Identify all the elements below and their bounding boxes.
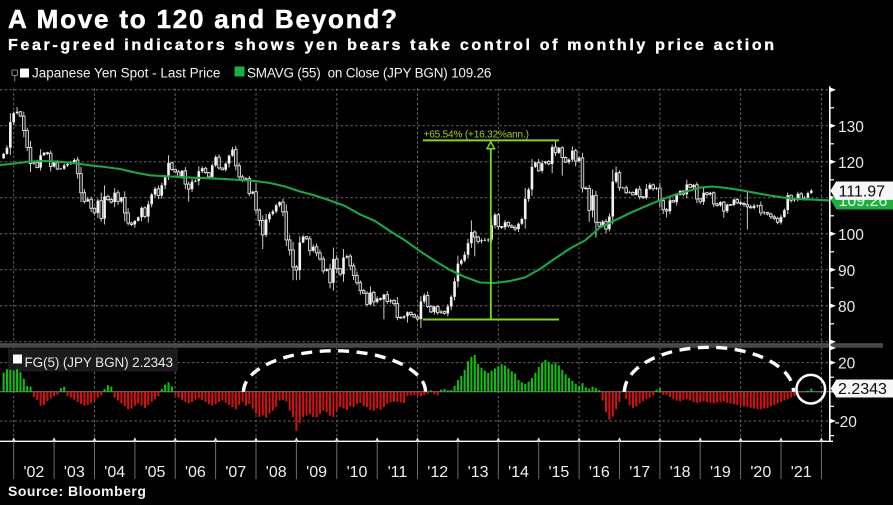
svg-text:'08: '08 xyxy=(266,464,287,481)
svg-text:'12: '12 xyxy=(427,464,448,481)
svg-text:'03: '03 xyxy=(64,464,85,481)
svg-text:-20: -20 xyxy=(835,414,858,431)
svg-text:111.97: 111.97 xyxy=(839,184,886,201)
svg-text:'19: '19 xyxy=(710,464,731,481)
svg-text:'17: '17 xyxy=(629,464,650,481)
svg-text:100: 100 xyxy=(838,227,864,244)
svg-text:80: 80 xyxy=(838,299,856,316)
svg-text:'09: '09 xyxy=(306,464,327,481)
svg-text:'06: '06 xyxy=(185,464,206,481)
svg-text:130: 130 xyxy=(838,119,864,136)
svg-text:'14: '14 xyxy=(508,464,529,481)
svg-text:SMAVG (55) on Close (JPY BGN): SMAVG (55) on Close (JPY BGN) 109.26 xyxy=(247,66,491,81)
svg-text:120: 120 xyxy=(838,155,864,172)
svg-text:'21: '21 xyxy=(791,464,812,481)
svg-text:90: 90 xyxy=(838,263,856,280)
svg-text:'07: '07 xyxy=(225,464,246,481)
svg-text:'16: '16 xyxy=(589,464,610,481)
svg-text:'02: '02 xyxy=(23,464,44,481)
svg-text:Japanese Yen Spot - Last Price: Japanese Yen Spot - Last Price xyxy=(32,66,220,81)
svg-text:A Move to 120 and Beyond?: A Move to 120 and Beyond? xyxy=(8,4,399,34)
svg-text:Fear-greed indicators shows ye: Fear-greed indicators shows yen bears ta… xyxy=(8,37,777,54)
svg-text:'11: '11 xyxy=(388,464,408,481)
svg-text:'15: '15 xyxy=(548,464,569,481)
svg-text:+65.54% (+16.32%ann.): +65.54% (+16.32%ann.) xyxy=(424,130,529,141)
svg-text:'20: '20 xyxy=(750,464,771,481)
svg-text:'13: '13 xyxy=(468,464,489,481)
svg-text:Source: Bloomberg: Source: Bloomberg xyxy=(8,483,146,499)
svg-text:'18: '18 xyxy=(670,464,691,481)
svg-text:'05: '05 xyxy=(145,464,166,481)
svg-text:2.2343: 2.2343 xyxy=(838,381,887,398)
svg-text:20: 20 xyxy=(838,356,856,373)
svg-text:'04: '04 xyxy=(104,464,125,481)
svg-text:FG(5) (JPY BGN) 2.2343: FG(5) (JPY BGN) 2.2343 xyxy=(25,355,173,370)
svg-text:'10: '10 xyxy=(347,464,368,481)
